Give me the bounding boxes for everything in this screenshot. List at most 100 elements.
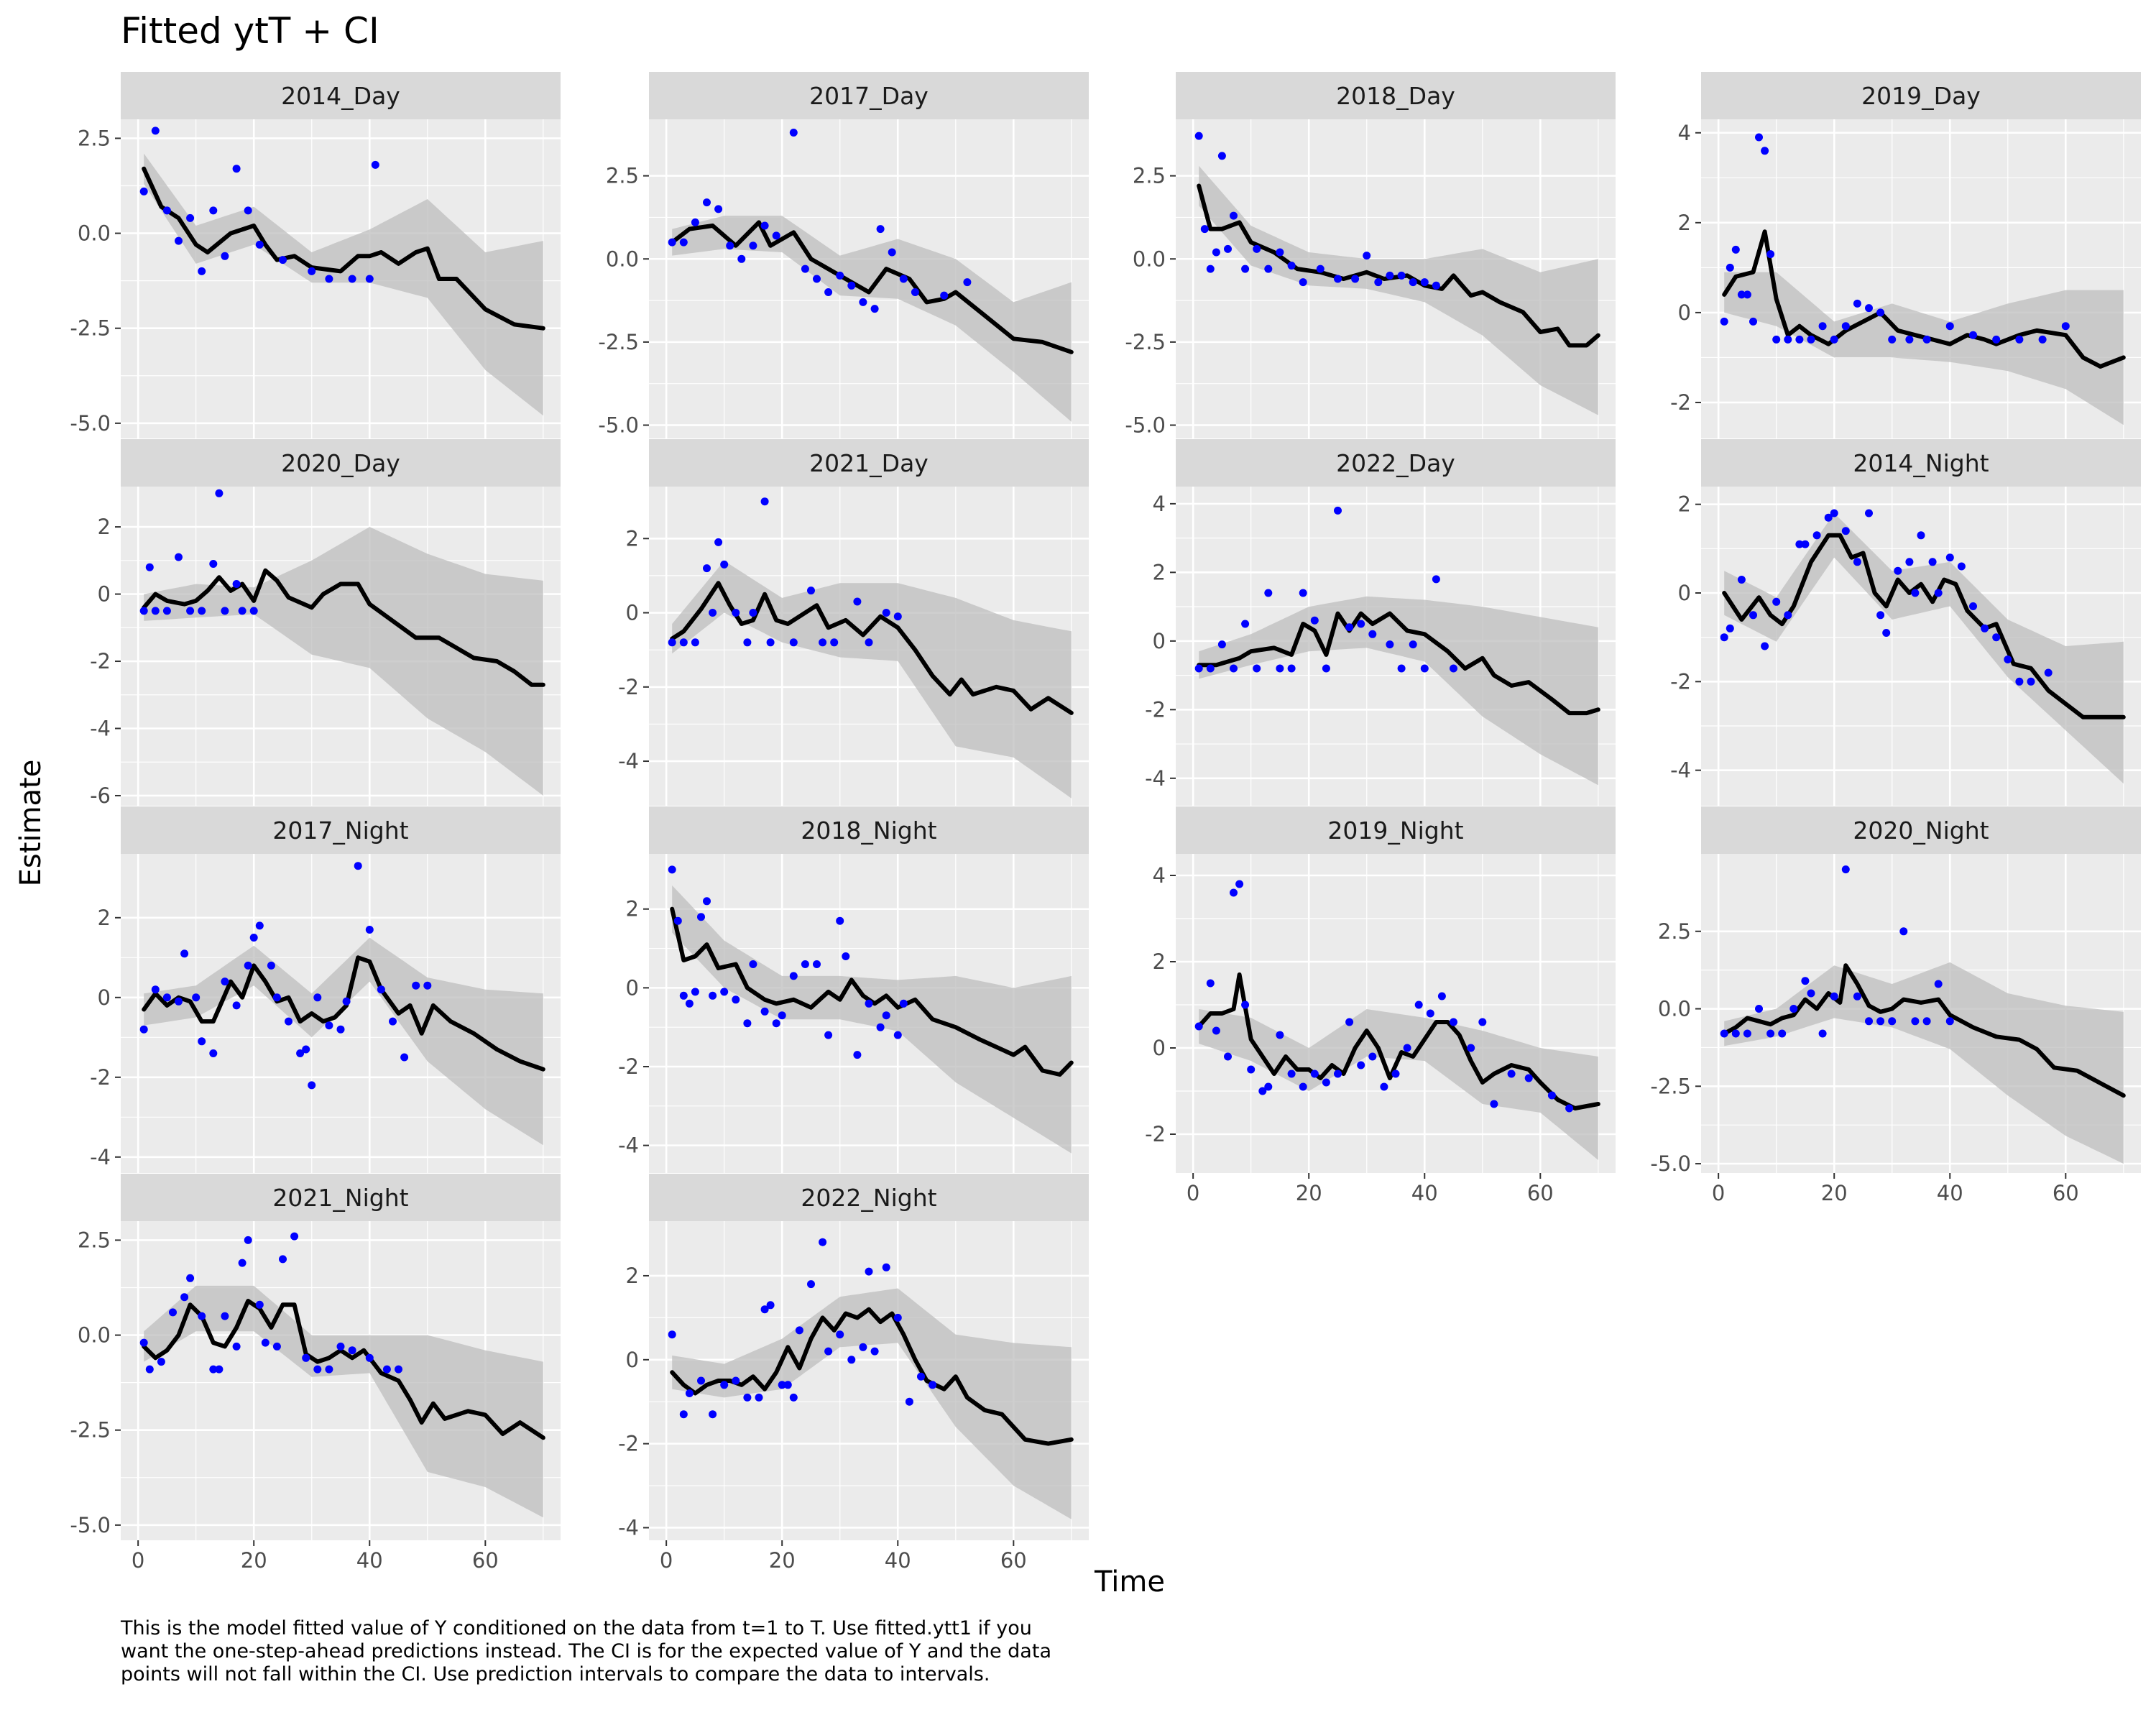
facet-strip <box>649 806 1089 854</box>
data-point <box>760 221 769 230</box>
data-point <box>1812 531 1821 540</box>
ci-ribbon <box>1724 962 2124 1164</box>
data-point <box>842 952 850 960</box>
data-point <box>876 225 885 234</box>
data-point <box>395 1365 402 1374</box>
ci-ribbon <box>1199 1009 1598 1160</box>
facet-strip <box>1701 72 2141 119</box>
data-point <box>162 993 171 1002</box>
y-tick-label: 0 <box>626 1348 639 1372</box>
data-point <box>743 1393 752 1402</box>
data-point <box>1345 623 1354 632</box>
data-point <box>917 1372 925 1381</box>
data-point <box>697 1376 705 1385</box>
data-point <box>1830 335 1838 344</box>
data-point <box>766 1301 775 1310</box>
y-tick-label: 2 <box>626 897 639 921</box>
y-tick-label: 0 <box>1153 629 1166 653</box>
facet-strip-label: 2021_Night <box>272 1184 408 1212</box>
data-point <box>870 305 879 313</box>
data-point <box>1345 1018 1354 1026</box>
x-tick-label: 60 <box>2053 1181 2079 1205</box>
y-tick-label: 4 <box>1153 492 1166 516</box>
data-point <box>1761 642 1769 650</box>
y-tick-label: 2.5 <box>1133 164 1166 188</box>
data-point <box>209 560 218 568</box>
data-point <box>1731 1029 1740 1038</box>
data-point <box>1230 888 1238 897</box>
ci-ribbon <box>1199 596 1598 786</box>
data-point <box>238 607 247 615</box>
facet-strip <box>1176 439 1616 487</box>
data-point <box>313 1365 322 1374</box>
data-point <box>1253 244 1261 253</box>
data-point <box>703 897 711 906</box>
x-tick-label: 60 <box>1527 1181 1554 1205</box>
data-point <box>285 1017 292 1026</box>
data-point <box>1397 271 1406 280</box>
ci-ribbon <box>1199 165 1598 415</box>
data-point <box>232 580 241 588</box>
data-point <box>1276 248 1284 257</box>
data-point <box>302 1045 310 1054</box>
facet-strip <box>1701 806 2141 854</box>
data-point <box>772 231 780 240</box>
data-point <box>668 638 676 647</box>
data-point <box>412 981 420 990</box>
facet-strip <box>1176 806 1616 854</box>
data-point <box>198 607 206 615</box>
facet-strip-label: 2017_Day <box>809 82 929 110</box>
data-point <box>215 1365 224 1374</box>
data-point <box>249 934 258 942</box>
data-point <box>1264 1082 1273 1091</box>
y-tick-label: 0 <box>1678 581 1691 605</box>
data-point <box>789 1393 798 1402</box>
data-point <box>870 1347 879 1356</box>
chart-title: Fitted ytT + CI <box>121 10 379 52</box>
data-point <box>151 985 160 994</box>
data-point <box>1876 308 1885 317</box>
data-point <box>819 1238 827 1246</box>
data-point <box>348 1346 356 1355</box>
data-point <box>371 160 379 169</box>
data-point <box>865 638 873 647</box>
data-point <box>221 252 229 260</box>
data-point <box>139 187 148 196</box>
data-point <box>279 256 287 264</box>
data-point <box>1334 275 1342 283</box>
data-point <box>1310 1070 1319 1078</box>
data-point <box>789 129 798 137</box>
data-point <box>1766 250 1775 259</box>
data-point <box>2061 322 2070 331</box>
y-tick-label: -4 <box>1670 758 1691 783</box>
facet-2021_Night: 2021_Night 2.5 0.0 -2.5 -5.0 0 20 40 60 <box>70 1174 561 1573</box>
x-tick-label: 60 <box>1000 1548 1027 1573</box>
data-point <box>830 638 839 647</box>
data-point <box>709 991 717 1000</box>
y-tick-label: -4 <box>618 1133 639 1158</box>
data-point <box>778 1011 786 1020</box>
data-point <box>336 1025 345 1034</box>
data-point <box>221 607 229 615</box>
data-point <box>1922 335 1931 344</box>
y-tick-label: 0 <box>626 975 639 1000</box>
data-point <box>186 607 195 615</box>
data-point <box>853 597 862 606</box>
y-tick-label: -2 <box>1145 697 1166 722</box>
data-point <box>1432 575 1440 584</box>
fitted-line <box>670 1307 1074 1446</box>
data-point <box>1322 1078 1330 1087</box>
facet-2020_Night: 2020_Night 2.5 0.0 -2.5 -5.0 0 20 40 60 <box>1650 806 2141 1205</box>
ci-ribbon <box>144 527 543 796</box>
data-point <box>1789 1005 1798 1013</box>
data-point <box>1969 331 1977 339</box>
y-tick-label: 0.0 <box>606 247 639 271</box>
fitted-line <box>1722 963 2126 1098</box>
data-point <box>668 865 676 874</box>
data-point <box>1737 290 1746 299</box>
data-point <box>1490 1100 1498 1108</box>
data-point <box>1992 633 2001 642</box>
data-point <box>1253 664 1261 673</box>
data-point <box>1801 977 1810 985</box>
x-tick-label: 20 <box>1296 1181 1322 1205</box>
